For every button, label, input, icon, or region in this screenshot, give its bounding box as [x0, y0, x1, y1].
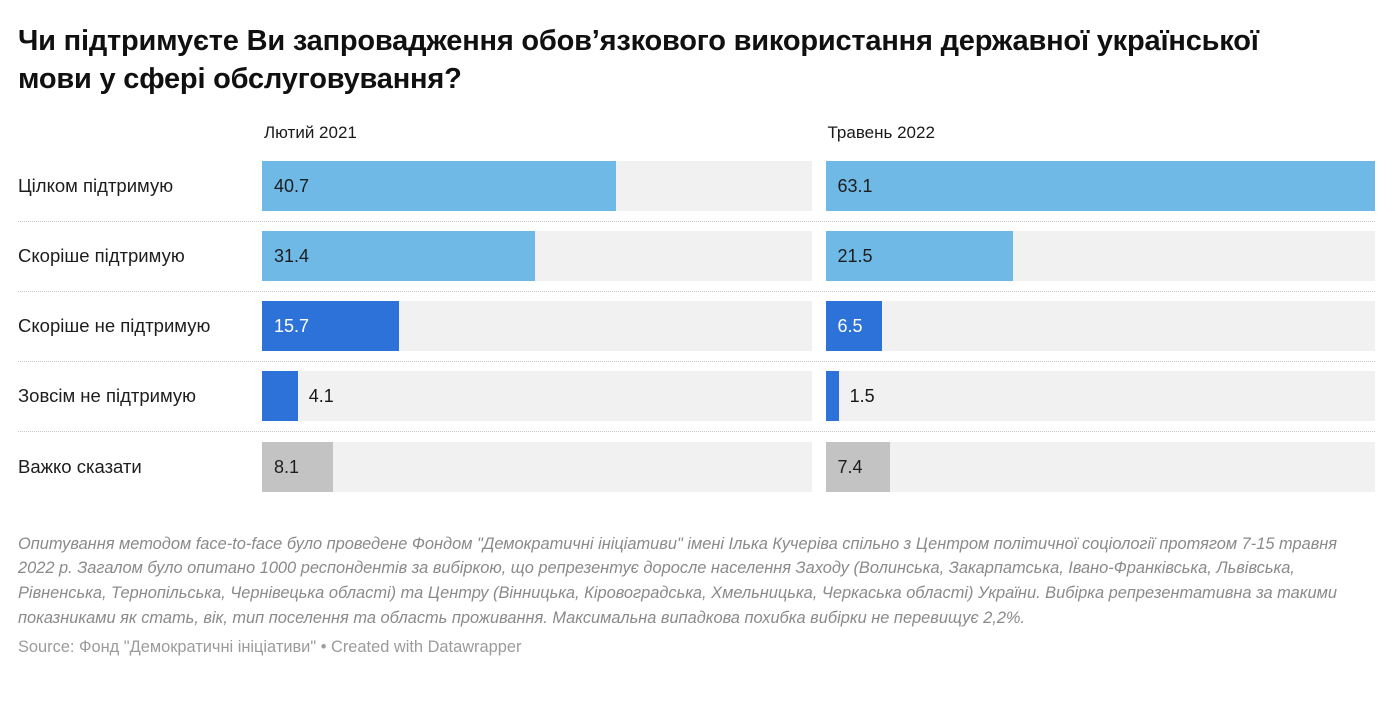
bar-2021-rather-not-support: 15.7 — [262, 301, 399, 352]
bar-2021-hard-to-say: 8.1 — [262, 441, 333, 492]
bar-2021-fully-support: 40.7 — [262, 161, 617, 212]
bar-chart: Цілком підтримую 40.7 63.1 Скоріше підтр… — [18, 152, 1375, 502]
bar-track-2021: 4.1 — [262, 371, 812, 422]
bar-value: 1.5 — [849, 386, 875, 407]
column-headers: Лютий 2021 Травень 2022 — [18, 123, 1375, 143]
bar-2022-fully-support: 63.1 — [825, 161, 1375, 212]
bar-value: 6.5 — [837, 316, 863, 337]
bar-value: 31.4 — [274, 246, 310, 267]
chart-row-fully-support: Цілком підтримую 40.7 63.1 — [18, 152, 1375, 222]
methodology-note: Опитування методом face-to-face було про… — [18, 534, 1338, 628]
bar-track-2022: 21.5 — [825, 231, 1375, 282]
source-line: Source: Фонд "Демократичні ініціативи" •… — [18, 638, 522, 657]
category-label: Зовсім не підтримую — [18, 385, 197, 407]
bar-value: 40.7 — [274, 176, 310, 197]
column-header-may-2022: Травень 2022 — [827, 122, 935, 142]
bar-value: 63.1 — [837, 176, 873, 197]
bar-track-2021: 40.7 — [262, 161, 812, 212]
bar-track-2021: 15.7 — [262, 301, 812, 352]
column-header-feb-2021: Лютий 2021 — [264, 122, 357, 142]
category-label: Скоріше не підтримую — [18, 315, 211, 337]
bar-2022-hard-to-say: 7.4 — [825, 441, 890, 492]
bar-2021-not-support-at-all: 4.1 — [262, 371, 334, 422]
category-label: Скоріше підтримую — [18, 245, 185, 267]
chart-row-rather-not-support: Скоріше не підтримую 15.7 6.5 — [18, 292, 1375, 362]
bar-track-2021: 31.4 — [262, 231, 812, 282]
bar-track-2022: 7.4 — [825, 441, 1375, 492]
bar-value: 21.5 — [837, 246, 873, 267]
bar-value: 8.1 — [274, 456, 300, 477]
bar-track-2022: 63.1 — [825, 161, 1375, 212]
bar-2022-rather-not-support: 6.5 — [825, 301, 883, 352]
bar-track-2021: 8.1 — [262, 441, 812, 492]
bar-2022-not-support-at-all: 1.5 — [825, 371, 875, 422]
bar-track-2022: 1.5 — [825, 371, 1375, 422]
bar-value: 4.1 — [308, 386, 334, 407]
bar-2021-rather-support: 31.4 — [262, 231, 536, 282]
bar-value: 7.4 — [837, 456, 863, 477]
chart-row-hard-to-say: Важко сказати 8.1 7.4 — [18, 432, 1375, 502]
chart-row-rather-support: Скоріше підтримую 31.4 21.5 — [18, 222, 1375, 292]
chart-row-not-support-at-all: Зовсім не підтримую 4.1 1.5 — [18, 362, 1375, 432]
bar-value: 15.7 — [274, 316, 310, 337]
category-label: Цілком підтримую — [18, 175, 174, 197]
category-label: Важко сказати — [18, 455, 142, 477]
bar-2022-rather-support: 21.5 — [825, 231, 1013, 282]
chart-title: Чи підтримуєте Ви запровадження обов’язк… — [18, 25, 1259, 96]
bar-track-2022: 6.5 — [825, 301, 1375, 352]
